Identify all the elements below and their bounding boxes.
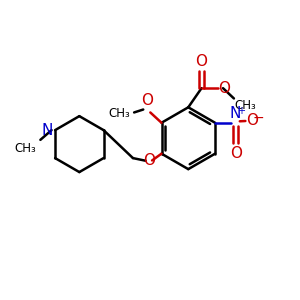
Text: O: O bbox=[196, 54, 208, 69]
Text: CH₃: CH₃ bbox=[15, 142, 37, 155]
Text: O: O bbox=[246, 113, 258, 128]
Text: N: N bbox=[41, 123, 53, 138]
Text: N: N bbox=[230, 106, 242, 121]
Text: CH₃: CH₃ bbox=[235, 99, 256, 112]
Text: O: O bbox=[143, 153, 155, 168]
Text: O: O bbox=[219, 81, 231, 96]
Text: −: − bbox=[253, 110, 264, 124]
Text: +: + bbox=[237, 106, 245, 116]
Text: O: O bbox=[141, 93, 153, 108]
Text: O: O bbox=[230, 146, 242, 161]
Text: CH₃: CH₃ bbox=[108, 107, 130, 120]
